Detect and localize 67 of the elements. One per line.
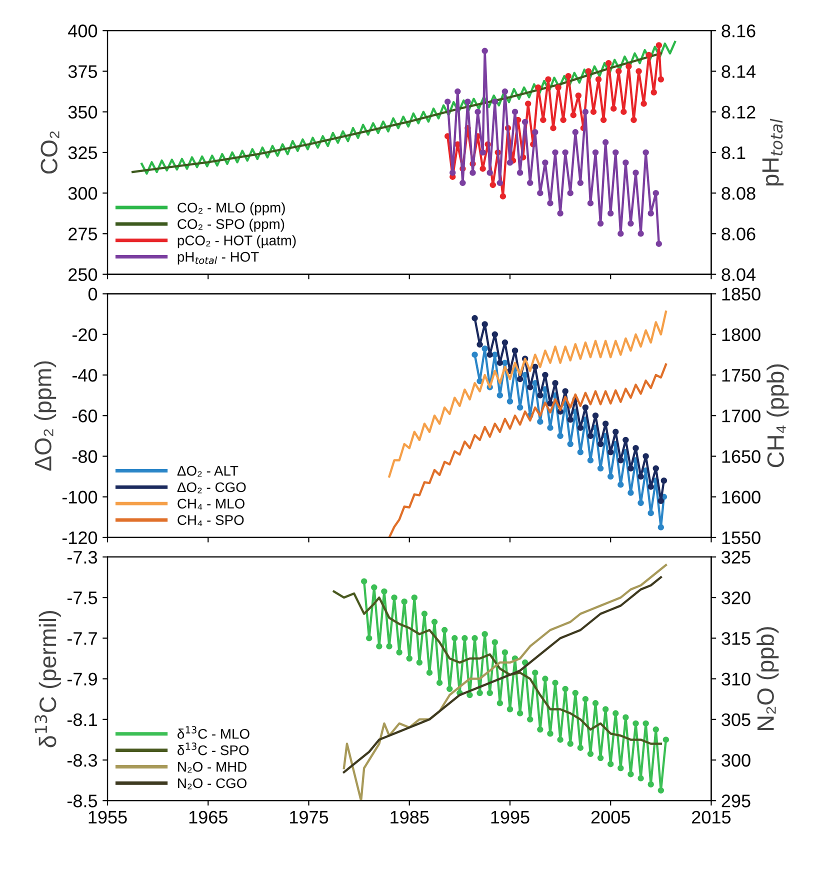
y-tick-label: -7.9 — [67, 672, 97, 686]
y2-tick-label: 315 — [722, 632, 750, 645]
y2-tick-label: 1550 — [722, 531, 760, 544]
y-tick-label: -60 — [72, 410, 98, 422]
y-axis-title: ΔO₂ (ppm) — [34, 361, 56, 471]
y2-tick-label: 320 — [722, 592, 750, 604]
legend-label: pCO₂ - HOT (µatm) — [178, 235, 296, 248]
y2-tick-label: 8.06 — [722, 228, 756, 240]
y2-tick-label: 8.16 — [722, 24, 756, 38]
y-axis-title: δ$^{13}$C (permil) — [34, 611, 61, 748]
y2-tick-label: 8.08 — [722, 187, 756, 200]
y-tick-label: 375 — [68, 65, 98, 78]
x-tick-label: 1975 — [290, 810, 328, 824]
y2-tick-label: 8.12 — [722, 106, 756, 119]
y2-tick-label: 325 — [722, 550, 750, 564]
legend-label: CH₄ - MLO — [178, 498, 244, 510]
x-tick-label: 2015 — [692, 810, 731, 824]
legend-label: CO₂ - MLO (ppm) — [178, 202, 285, 216]
y2-tick-label: 1850 — [722, 288, 760, 301]
y-tick-label: -8.5 — [67, 794, 98, 808]
y2-tick-label: 1750 — [722, 368, 760, 382]
legend-label: N₂O - CGO — [178, 778, 246, 790]
y-tick-label: 325 — [68, 146, 98, 160]
legend-label: CO₂ - SPO (ppm) — [178, 218, 284, 232]
y-tick-label: -100 — [62, 490, 98, 504]
y2-tick-label: 300 — [722, 754, 750, 767]
y2-axis-title: pH$_{total}$ — [762, 118, 784, 186]
y-tick-label: -20 — [72, 328, 98, 342]
legend-label: ΔO₂ - CGO — [177, 482, 246, 494]
y2-tick-label: 1700 — [722, 410, 760, 422]
y2-tick-label: 295 — [722, 794, 750, 808]
x-tick-label: 1965 — [189, 810, 228, 824]
y2-tick-label: 8.1 — [722, 146, 746, 160]
legend-label: δ$^{13}$C - SPO — [178, 742, 249, 756]
y2-tick-label: 1600 — [722, 490, 760, 504]
y-tick-label: -80 — [72, 450, 98, 463]
y2-tick-label: 1650 — [722, 450, 760, 463]
y-tick-label: -120 — [62, 531, 98, 544]
y-axis-title: CO₂ — [40, 131, 60, 174]
y-tick-label: 250 — [68, 268, 98, 282]
x-tick-label: 1955 — [88, 810, 127, 824]
y-tick-label: -7.3 — [67, 550, 97, 564]
legend-label: ΔO₂ - ALT — [177, 466, 238, 477]
y2-tick-label: 1800 — [722, 328, 760, 342]
y-tick-label: -40 — [72, 368, 98, 382]
x-tick-label: 2005 — [591, 810, 630, 824]
y-tick-label: 400 — [68, 24, 98, 38]
x-tick-label: 1985 — [390, 810, 429, 824]
y-tick-label: -8.1 — [67, 713, 97, 726]
y-tick-label: -7.7 — [67, 632, 97, 645]
x-tick-label: 1995 — [491, 810, 530, 824]
legend-label: CH₄ - SPO — [178, 515, 244, 526]
y2-axis-title: CH₄ (ppb) — [766, 364, 789, 468]
legend-label: δ$^{13}$C - MLO — [178, 726, 250, 739]
y2-tick-label: 310 — [722, 672, 750, 686]
y-tick-label: 350 — [68, 106, 98, 119]
legend-label: pH$_{total}$ - HOT — [178, 252, 259, 265]
y-tick-label: 0 — [88, 288, 98, 301]
y-tick-label: 300 — [68, 187, 98, 200]
y-tick-label: -8.3 — [67, 754, 97, 767]
y-tick-label: 275 — [68, 228, 98, 240]
y2-tick-label: 305 — [722, 713, 750, 726]
y2-axis-title: N₂O (ppb) — [756, 627, 779, 730]
y2-tick-label: 8.14 — [722, 65, 756, 78]
y2-tick-label: 8.04 — [722, 268, 756, 282]
legend-label: N₂O - MHD — [178, 762, 246, 773]
y-tick-label: -7.5 — [67, 592, 98, 604]
